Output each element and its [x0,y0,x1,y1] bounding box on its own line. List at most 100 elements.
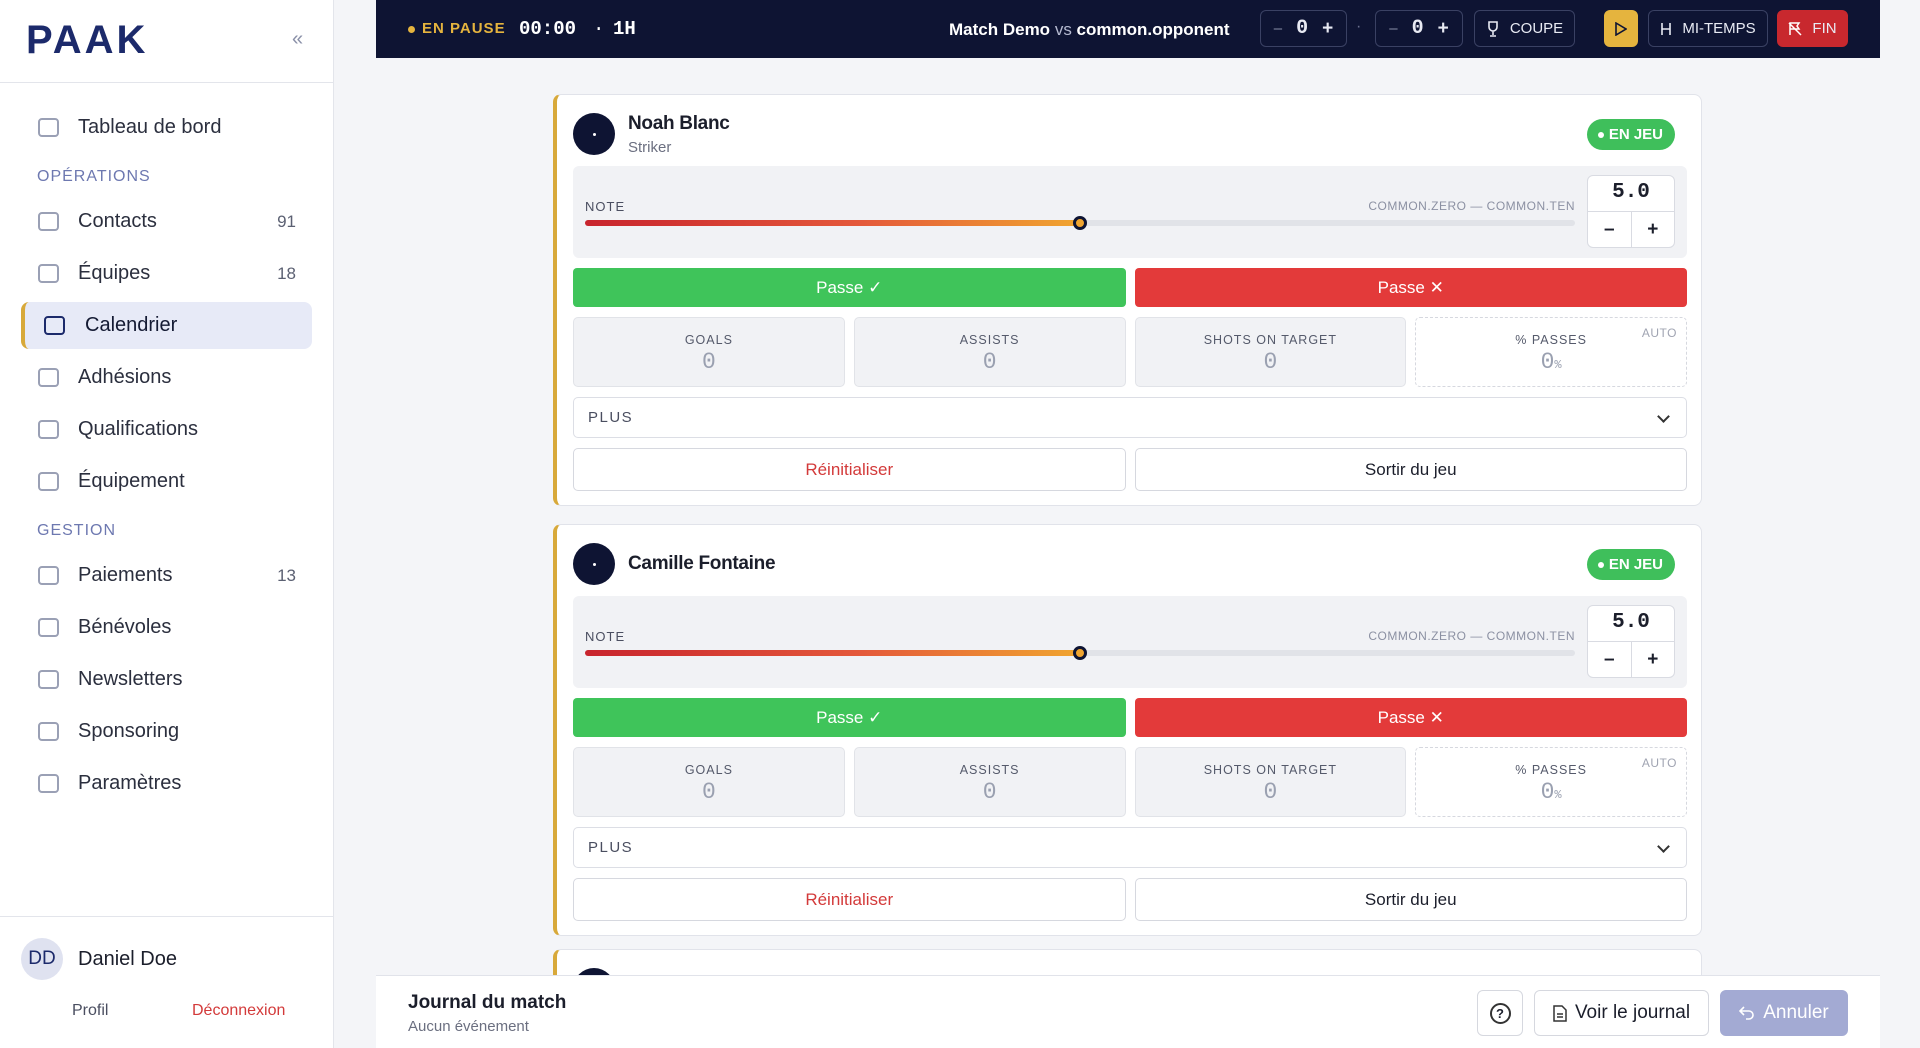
nav-icon [38,472,59,491]
plus-button[interactable]: + [1322,17,1334,39]
nav-item[interactable]: Tableau de bord [21,104,312,151]
pass-fail-button[interactable]: Passe ✕ [1134,698,1687,737]
nav-icon [38,774,59,793]
stat-box[interactable]: SHOTS ON TARGET 0 [1134,747,1407,817]
play-button[interactable] [1604,10,1638,47]
stepper-buttons: – + [1588,212,1674,248]
sidebar: PAAK « Tableau de bord OPÉRATIONS Contacts… [0,0,334,1048]
auto-badge: AUTO [1641,326,1677,340]
stat-box[interactable]: ASSISTS 0 [853,747,1126,817]
view-log-button[interactable]: Voir le journal [1534,990,1709,1036]
nav-icon [38,212,59,231]
stat-number: 0 [1540,779,1555,805]
nav-icon [38,420,59,439]
plus-button[interactable]: + [1647,219,1659,240]
score-separator: · [1356,18,1362,35]
note-slider[interactable] [585,646,1575,660]
actions-row: Réinitialiser Sortir du jeu [573,878,1687,921]
stat-value: 0 [1136,779,1406,805]
help-icon: ? [1489,1002,1511,1024]
undo-icon [1739,1006,1755,1020]
profile-link[interactable]: Profil [72,1002,109,1019]
player-header: Noah Blanc Striker EN JEU [573,112,1687,156]
note-box: NOTE COMMON.ZERO — COMMON.TEN 5.0– + [573,596,1687,688]
note-stepper: 5.0– + [1587,605,1675,678]
stat-number: 0 [982,779,997,805]
help-button[interactable]: ? [1477,990,1523,1036]
player-header: Camille Fontaine EN JEU [573,542,1687,586]
player-avatar [573,543,615,585]
nav-icon [38,722,59,741]
pass-success-button[interactable]: Passe ✓ [573,268,1126,307]
nav-item[interactable]: Calendrier [21,302,312,349]
note-range: COMMON.ZERO — COMMON.TEN [1368,199,1575,213]
stat-label: GOALS [684,763,733,777]
button-label: FIN [1812,20,1837,37]
nav-section-title: OPÉRATIONS [37,168,151,185]
plus-button[interactable]: + [1437,17,1449,39]
nav-item[interactable]: Contacts 91 [21,198,312,245]
pass-fail-button[interactable]: Passe ✕ [1134,268,1687,307]
sub-out-button[interactable]: Sortir du jeu [1134,448,1687,491]
divider [0,916,334,917]
reset-button[interactable]: Réinitialiser [573,878,1126,921]
nav-item[interactable]: Sponsoring [21,708,312,755]
minus-button[interactable]: – [1588,642,1632,678]
pass-success-button[interactable]: Passe ✓ [573,698,1126,737]
nav-item[interactable]: Paiements 13 [21,552,312,599]
user-name: Daniel Doe [78,948,177,970]
slider-knob[interactable] [1073,216,1087,230]
stat-label: ASSISTS [959,763,1020,777]
stat-box: % PASSES 0% AUTO [1415,317,1687,387]
sub-out-button[interactable]: Sortir du jeu [1134,878,1687,921]
nav-label: Qualifications [78,418,199,440]
nav-section-title: GESTION [37,522,117,539]
slider-knob[interactable] [1073,646,1087,660]
brand-logo[interactable]: PAAK [26,18,149,62]
stepper-buttons: – + [1588,642,1674,678]
stat-box[interactable]: SHOTS ON TARGET 0 [1134,317,1407,387]
stat-unit: % [1554,788,1562,802]
note-slider[interactable] [585,216,1575,230]
nav-item[interactable]: Équipes 18 [21,250,312,297]
nav-item[interactable]: Équipement [21,458,312,505]
home-score-control: –0 + [1260,10,1347,47]
stat-value: 0 [574,779,844,805]
nav-label: Équipement [78,470,185,492]
nav-item[interactable]: Adhésions [21,354,312,401]
collapse-button[interactable]: « [292,28,304,50]
minus-button[interactable]: – [1273,20,1283,37]
reset-button[interactable]: Réinitialiser [573,448,1126,491]
stat-value: 0 [1136,349,1406,375]
nav-label: Bénévoles [78,616,172,638]
cup-button[interactable]: COUPE [1474,10,1575,47]
stat-number: 0 [982,349,997,375]
nav-item[interactable]: Paramètres [21,760,312,807]
half-icon [1661,22,1672,35]
stats-row: GOALS 0 ASSISTS 0 SHOTS ON TARGET 0 % PASSES 0%… [573,317,1687,387]
stat-number: 0 [701,349,716,375]
nav-item[interactable]: Qualifications [21,406,312,453]
button-label: Annuler [1763,1002,1829,1023]
more-toggle[interactable]: PLUS [573,827,1687,868]
plus-button[interactable]: + [1647,649,1659,670]
minus-button[interactable]: – [1389,20,1398,37]
stat-box[interactable]: GOALS 0 [573,747,845,817]
home-team: Match Demo [949,20,1051,39]
end-button[interactable]: FIN [1777,10,1848,47]
nav-item[interactable]: Bénévoles [21,604,312,651]
minus-button[interactable]: – [1588,212,1632,248]
nav-item[interactable]: Newsletters [21,656,312,703]
stat-box[interactable]: GOALS 0 [573,317,845,387]
stats-row: GOALS 0 ASSISTS 0 SHOTS ON TARGET 0 % PASSES 0%… [573,747,1687,817]
stat-box[interactable]: ASSISTS 0 [853,317,1126,387]
half-time-button[interactable]: MI-TEMPS [1648,10,1768,47]
player-info: Noah Blanc Striker [628,113,730,156]
more-toggle[interactable]: PLUS [573,397,1687,438]
stat-label: ASSISTS [959,333,1020,347]
note-value: 5.0 [1588,176,1674,212]
undo-button[interactable]: Annuler [1720,990,1848,1036]
player-role: Striker [628,138,672,156]
match-bar: EN PAUSE 00:00 · 1H Match Demo vs common… [376,0,1880,58]
logout-link[interactable]: Déconnexion [192,1002,286,1019]
